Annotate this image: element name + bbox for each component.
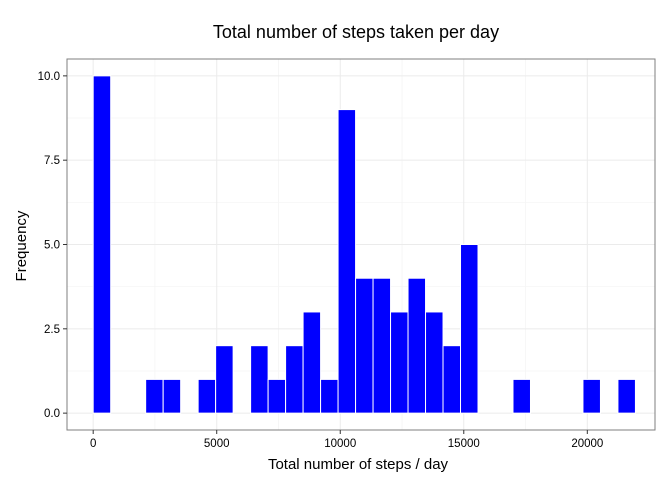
y-tick-label: 0.0: [44, 408, 60, 420]
histogram-bar: [512, 378, 531, 414]
x-tick-label: 5000: [204, 438, 230, 450]
histogram-bar: [460, 244, 479, 414]
histogram-bar: [407, 277, 427, 414]
histogram-bar: [302, 311, 322, 414]
x-tick-label: 10000: [324, 438, 356, 450]
y-tick-label: 7.5: [44, 155, 60, 167]
histogram-bar: [197, 378, 217, 414]
y-axis-ticks: 0.0 2.5 5.0 7.5 10.0: [38, 71, 67, 420]
histogram-bar: [320, 378, 339, 414]
histogram-bar: [162, 378, 182, 414]
x-tick-label: 15000: [448, 438, 480, 450]
histogram-bar: [390, 311, 409, 414]
y-tick-label: 10.0: [38, 71, 60, 83]
y-tick-label: 5.0: [44, 240, 60, 252]
y-tick-label: 2.5: [44, 324, 60, 336]
histogram-bar: [617, 378, 636, 414]
x-axis-title: Total number of steps / day: [268, 456, 449, 473]
x-axis-ticks: 0 5000 10000 15000 20000: [90, 430, 603, 450]
histogram-bar: [92, 75, 112, 414]
chart-title: Total number of steps taken per day: [213, 22, 499, 42]
x-tick-label: 20000: [571, 438, 603, 450]
histogram-bar: [215, 345, 234, 414]
histogram-bar: [355, 277, 374, 414]
histogram-bar: [337, 109, 357, 414]
histogram-bar: [582, 378, 601, 414]
y-axis-title: Frequency: [13, 210, 30, 281]
histogram-bar: [425, 311, 444, 414]
histogram-bar: [372, 277, 392, 414]
histogram-bar: [442, 345, 462, 414]
histogram-bar: [250, 345, 269, 414]
histogram-bar: [145, 378, 164, 414]
histogram-bar: [285, 345, 304, 414]
histogram-bar: [267, 378, 287, 414]
histogram-bars: [92, 75, 636, 414]
x-tick-label: 0: [90, 438, 96, 450]
